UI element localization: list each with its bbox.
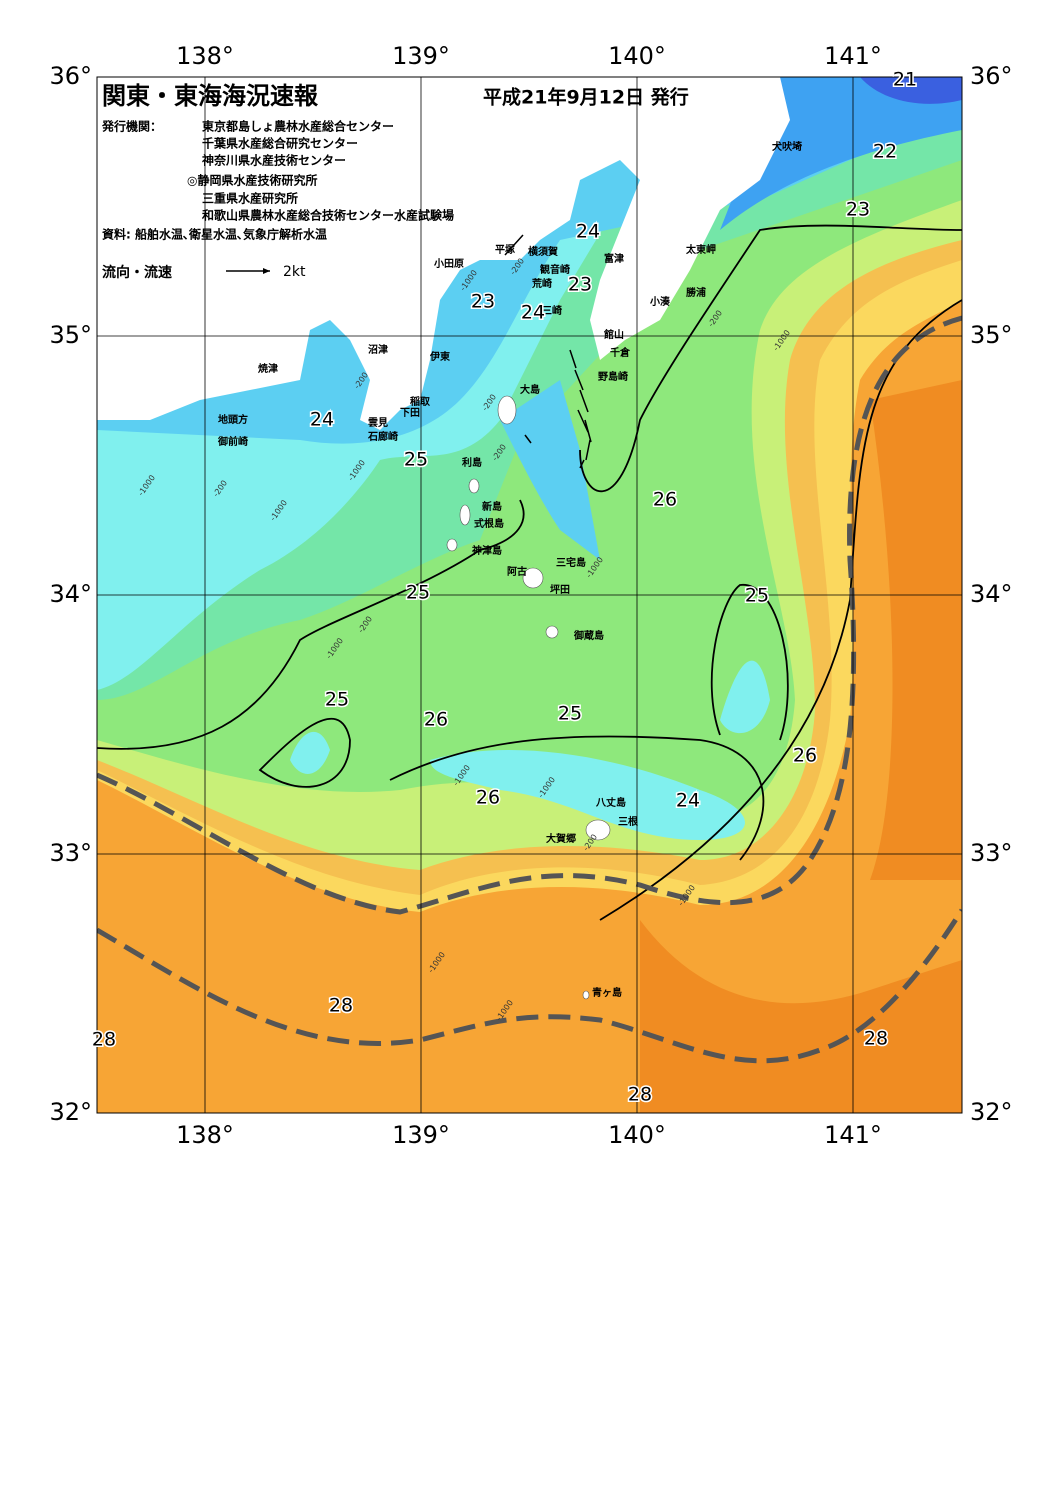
isotherm-label: 26 (476, 787, 500, 809)
isotherm-label: 28 (864, 1028, 888, 1050)
place-name: 地頭方 (218, 413, 248, 426)
place-name: 沼津 (368, 343, 388, 356)
lon-label-bottom: 141° (824, 1121, 882, 1149)
place-name: 小湊 (649, 295, 671, 308)
place-name: 三崎 (542, 304, 562, 317)
isotherm-label: 26 (793, 745, 817, 767)
place-name: 坪田 (550, 583, 570, 596)
lon-label-top: 139° (392, 42, 450, 70)
title: 関東・東海海況速報 (102, 82, 319, 110)
lat-label-left: 32° (49, 1098, 92, 1126)
place-name: 大賀郷 (546, 832, 576, 845)
place-name: 三宅島 (556, 556, 586, 569)
issuer: 東京都島しょ農林水産総合センター (202, 119, 394, 134)
isotherm-label: 22 (873, 141, 897, 163)
place-name: 犬吠埼 (772, 140, 802, 153)
place-name: 青ヶ島 (592, 986, 622, 999)
isotherm-label: 25 (325, 689, 349, 711)
place-name: 小田原 (433, 257, 464, 270)
place-name: 式根島 (474, 517, 504, 530)
lon-label-bottom: 140° (608, 1121, 666, 1149)
isotherm-label: 24 (576, 221, 600, 243)
lat-label-right: 35° (970, 321, 1013, 349)
place-name: 平塚 (495, 243, 515, 256)
lon-label-bottom: 138° (176, 1121, 234, 1149)
isotherm-label: 28 (92, 1029, 116, 1051)
lat-label-right: 32° (970, 1098, 1013, 1126)
sea-temperature (97, 77, 962, 1113)
date: 平成21年9月12日 発行 (483, 86, 689, 109)
isotherm-label: 26 (424, 709, 448, 731)
isotherm-label: 26 (653, 489, 677, 511)
place-name: 横須賀 (528, 245, 558, 258)
place-name: 御前崎 (217, 435, 248, 448)
isotherm-label: 21 (893, 69, 917, 91)
isotherm-label: 25 (558, 703, 582, 725)
place-name: 富津 (604, 252, 624, 265)
issuer: 和歌山県農林水産総合技術センター水産試験場 (201, 208, 454, 223)
issuer: 三重県水産研究所 (202, 191, 298, 206)
lat-label-left: 34° (49, 580, 92, 608)
place-name: 観音崎 (540, 263, 570, 276)
lat-label-left: 36° (49, 62, 92, 90)
isotherm-label: 28 (329, 995, 353, 1017)
place-name: 阿古 (507, 565, 527, 578)
place-name: 三根 (618, 815, 638, 828)
isotherm-label: 23 (846, 199, 870, 221)
graticule: 138° 138° 139° 139° 140° 140° 141° 141° 36° 36° 35… (49, 42, 1012, 1149)
place-name: 八丈島 (595, 796, 626, 809)
place-name: 勝浦 (686, 286, 706, 299)
place-name: 稲取 (410, 395, 431, 408)
legend-arrowhead (263, 268, 270, 274)
legend-speed: 2kt (283, 264, 306, 280)
isotherm-label: 25 (406, 582, 430, 604)
place-name: 千倉 (610, 346, 631, 359)
issuer-label: 発行機関： (101, 119, 162, 134)
place-name: 荒崎 (531, 277, 552, 290)
place-name: 大島 (520, 383, 540, 396)
place-name: 太東岬 (685, 243, 716, 256)
legend-label: 流向・流速 (102, 264, 172, 281)
place-name: 焼津 (258, 362, 278, 375)
place-name: 伊東 (429, 350, 450, 363)
place-name: 御蔵島 (573, 629, 604, 642)
place-name: 新島 (482, 500, 502, 513)
isotherm-label: 28 (628, 1084, 652, 1106)
lat-label-left: 33° (49, 839, 92, 867)
place-name: 利島 (462, 456, 482, 469)
issuer: ◎静岡県水産技術研究所 (187, 173, 317, 188)
place-name: 石廊崎 (367, 430, 398, 443)
isotherm-label: 24 (310, 409, 334, 431)
isotherm-label: 24 (676, 790, 700, 812)
issuer: 神奈川県水産技術センター (202, 153, 346, 168)
isotherm-label: 23 (471, 291, 495, 313)
lon-label-top: 138° (176, 42, 234, 70)
lat-label-right: 36° (970, 62, 1013, 90)
lon-label-top: 141° (824, 42, 882, 70)
place-name: 野島崎 (598, 370, 628, 383)
place-name: 神津島 (472, 544, 502, 557)
issuer: 千葉県水産総合研究センター (202, 136, 358, 151)
isotherm-label: 24 (521, 302, 545, 324)
lon-label-bottom: 139° (392, 1121, 450, 1149)
place-name: 館山 (603, 328, 624, 341)
isotherm-label: 25 (745, 585, 769, 607)
lon-label-top: 140° (608, 42, 666, 70)
isotherm-label: 25 (404, 449, 428, 471)
lat-label-right: 34° (970, 580, 1013, 608)
lat-label-right: 33° (970, 839, 1013, 867)
place-name: 下田 (400, 407, 420, 419)
place-name: 雲見 (368, 417, 388, 429)
lat-label-left: 35° (49, 321, 92, 349)
source: 資料: 船舶水温､衛星水温､気象庁解析水温 (102, 227, 327, 242)
isotherm-label: 23 (568, 274, 592, 296)
